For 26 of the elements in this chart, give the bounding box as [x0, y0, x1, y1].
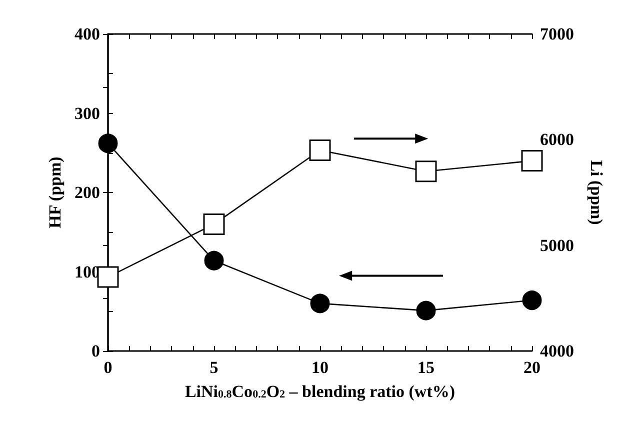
- point: [310, 294, 330, 314]
- x-tick-label: 0: [104, 358, 112, 377]
- point: [98, 134, 118, 154]
- y-tick-label: 400: [74, 24, 100, 44]
- point: [203, 213, 225, 235]
- x-tick-label: 10: [312, 358, 328, 377]
- y-axis-title: HF (ppm): [46, 156, 65, 228]
- y2-tick-label: 5000: [540, 236, 574, 255]
- point: [309, 139, 331, 161]
- y-tick-label: 200: [74, 183, 100, 202]
- point: [522, 290, 542, 310]
- point: [97, 266, 119, 288]
- x-axis-title: LiNi0.8Co0.2O2 – blending ratio (wt%): [184, 382, 456, 401]
- point: [415, 160, 437, 182]
- point: [416, 300, 436, 320]
- x-tick-label: 15: [418, 358, 434, 377]
- y2-axis-title: Li (ppm): [587, 160, 606, 225]
- y2-tick-label: 4000: [540, 342, 574, 360]
- y-tick-label: 0: [92, 342, 100, 360]
- point: [204, 250, 224, 270]
- y2-tick-label: 6000: [540, 130, 574, 150]
- y-tick-label: 300: [74, 104, 100, 123]
- y2-tick-label: 7000: [540, 24, 574, 44]
- x-tick-label: 5: [210, 358, 218, 377]
- point: [521, 150, 543, 172]
- x-tick-label: 20: [524, 358, 540, 377]
